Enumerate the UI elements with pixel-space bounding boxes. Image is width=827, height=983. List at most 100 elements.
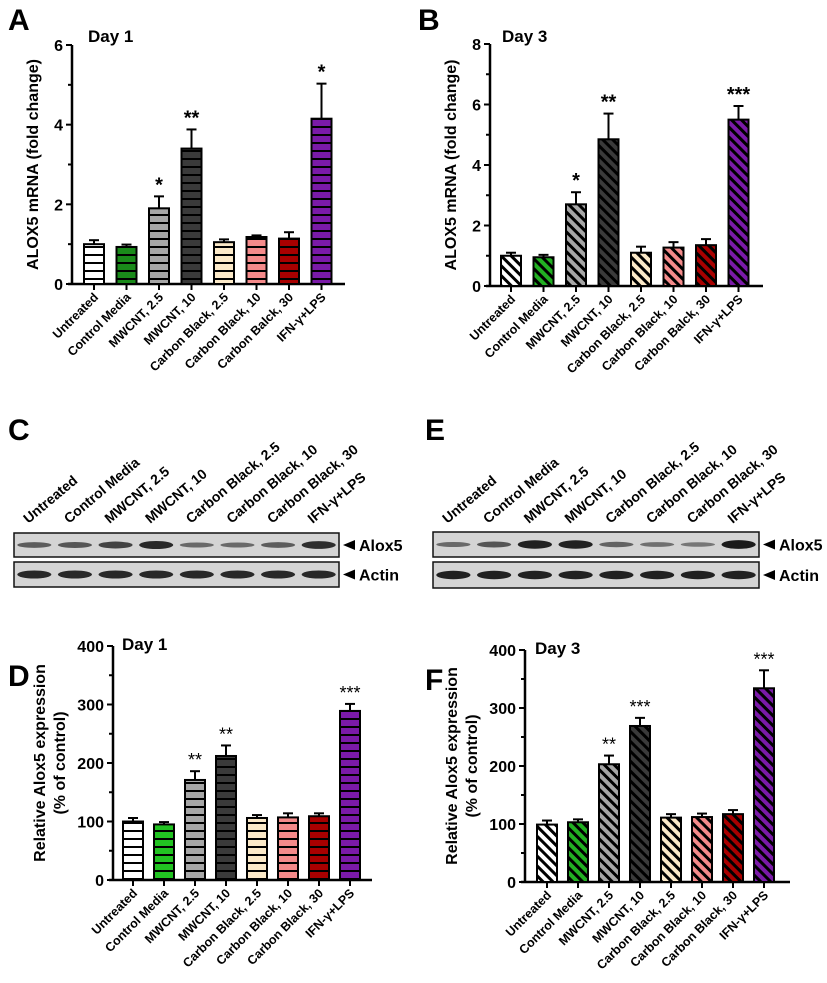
bar — [213, 241, 235, 286]
bar — [246, 816, 268, 881]
significance-marker: * — [318, 62, 326, 84]
blot-row-label: Actin — [359, 568, 399, 585]
y-tick-label: 200 — [77, 756, 104, 773]
significance-marker: ** — [602, 735, 616, 755]
arrowhead-icon — [763, 570, 775, 580]
significance-marker: *** — [753, 649, 774, 669]
y-axis-label: Relative Alox5 expression — [444, 667, 461, 865]
y-tick-label: 2 — [472, 219, 481, 236]
panel-label: E — [425, 414, 445, 447]
chart-title: Day 3 — [502, 27, 547, 46]
blot-band — [220, 570, 255, 579]
bar — [122, 820, 144, 881]
bar — [691, 816, 713, 883]
blot-band — [301, 541, 336, 549]
blot-band — [179, 570, 214, 579]
significance-marker: * — [572, 170, 580, 192]
blot-band — [17, 570, 52, 579]
blot-band — [261, 542, 296, 548]
arrowhead-icon — [763, 539, 775, 550]
blot-band — [436, 570, 471, 580]
y-tick-label: 200 — [489, 759, 516, 776]
bar — [148, 207, 170, 285]
significance-marker: ** — [219, 724, 233, 744]
bar — [180, 147, 203, 285]
y-tick-label: 8 — [472, 37, 481, 54]
y-tick-label: 400 — [489, 643, 516, 660]
blot-band — [477, 570, 512, 580]
y-tick-label: 6 — [472, 98, 481, 115]
chart-panel-d: D Day 1 Relative Alox5 expression (% of con… — [8, 635, 372, 970]
bar — [722, 813, 744, 884]
y-tick-label: 0 — [54, 277, 63, 294]
panel-label: B — [418, 4, 440, 37]
bar — [308, 815, 330, 881]
y-tick-label: 4 — [54, 118, 63, 135]
blot-band — [436, 541, 471, 548]
blot-band — [98, 541, 133, 549]
panel-label: F — [425, 664, 443, 697]
bar — [630, 251, 652, 288]
chart-title: Day 1 — [88, 27, 133, 46]
y-tick-label: 0 — [507, 875, 516, 892]
blot-band — [640, 570, 675, 580]
panel-label: A — [8, 4, 30, 37]
bar — [565, 203, 587, 287]
blot-band — [680, 570, 715, 580]
blot-band — [261, 570, 296, 579]
blot-band — [517, 540, 552, 549]
bar — [629, 724, 651, 883]
y-tick-label: 0 — [472, 279, 481, 296]
blot-band — [98, 570, 133, 579]
y-tick-label: 4 — [472, 158, 481, 175]
y-tick-label: 100 — [77, 815, 104, 832]
bar — [598, 763, 620, 884]
y-tick-label: 100 — [489, 817, 516, 834]
blot-band — [139, 570, 174, 579]
bar — [245, 235, 268, 286]
chart-title: Day 3 — [535, 639, 580, 658]
bar — [500, 254, 522, 287]
bar — [660, 816, 682, 883]
y-axis-label-line2: (% of control) — [52, 711, 69, 814]
blot-band — [179, 542, 214, 548]
y-tick-label: 2 — [54, 197, 63, 214]
blot-band — [599, 570, 634, 580]
bar — [215, 754, 237, 881]
y-axis-label: ALOX5 mRNA (fold change) — [443, 60, 460, 271]
blot-row-label: Alox5 — [779, 538, 823, 555]
y-tick-label: 0 — [95, 873, 104, 890]
arrowhead-icon — [343, 569, 355, 580]
blot-band — [220, 542, 255, 548]
y-axis-label: Relative Alox5 expression — [32, 664, 49, 862]
blot-row-label: Alox5 — [359, 538, 403, 555]
bar — [662, 246, 685, 288]
bar — [153, 823, 175, 881]
blot-band — [680, 542, 715, 547]
chart-panel-f: F Day 3 Relative Alox5 expression (% of con… — [425, 639, 790, 972]
blot-band — [558, 570, 593, 580]
blot-band — [57, 570, 92, 579]
y-tick-label: 400 — [77, 639, 104, 656]
bar — [536, 823, 558, 884]
blot-band — [599, 541, 634, 548]
y-axis-label-line2: (% of control) — [464, 714, 481, 817]
significance-marker: *** — [629, 697, 650, 717]
bar — [727, 118, 750, 287]
significance-marker: ** — [184, 107, 200, 129]
significance-marker: * — [155, 174, 163, 196]
blot-band — [558, 540, 593, 549]
bar — [597, 138, 620, 287]
bar — [567, 821, 589, 884]
blot-band — [301, 570, 336, 579]
bar — [339, 709, 361, 881]
panel-label: D — [8, 660, 30, 693]
bar — [278, 237, 300, 285]
bar — [115, 245, 138, 285]
blot-band — [721, 570, 756, 580]
blot-band — [139, 540, 174, 550]
